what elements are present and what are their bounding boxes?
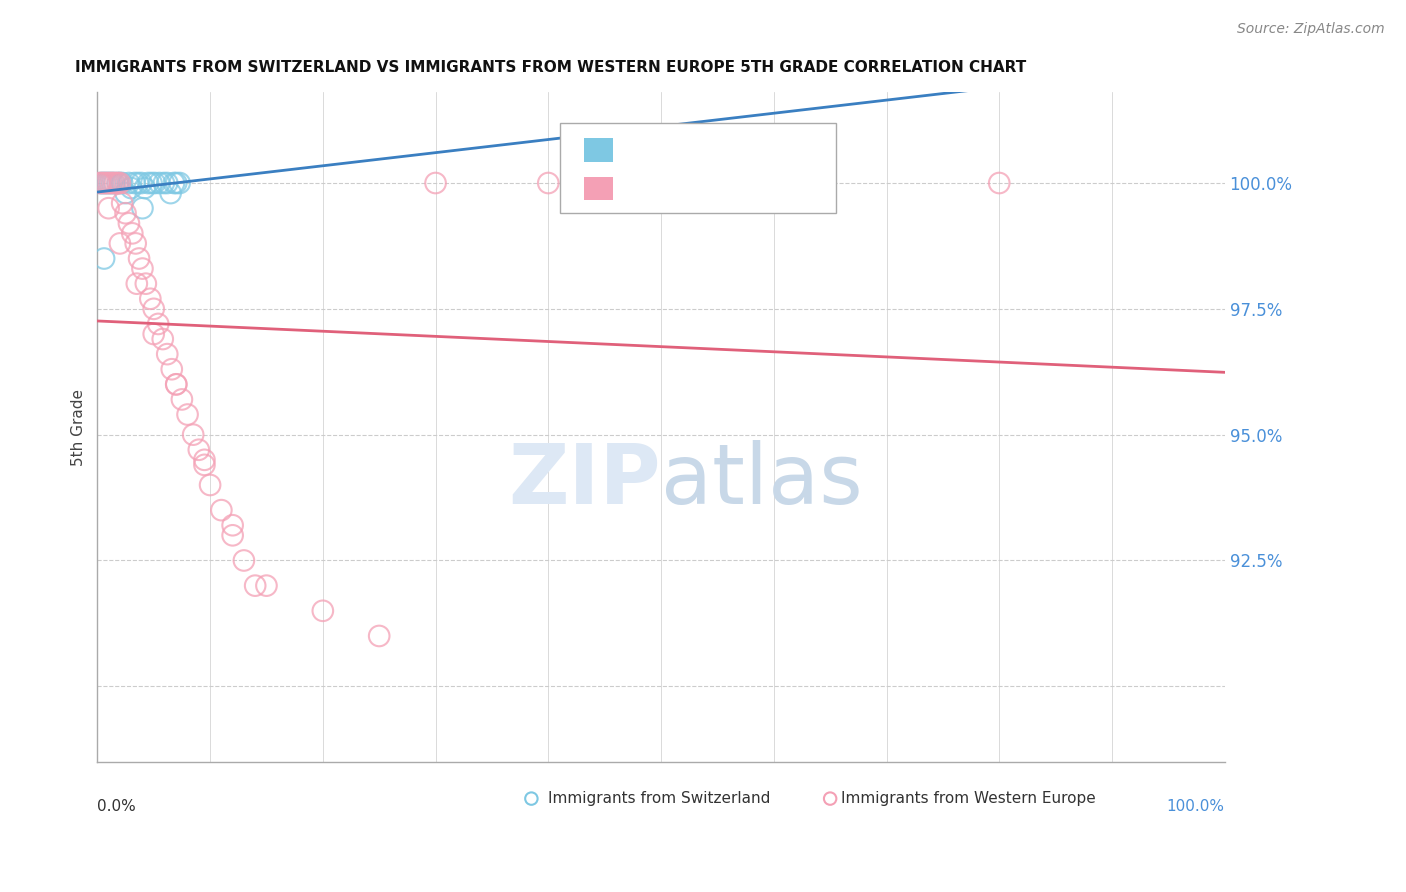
Point bbox=[107, 176, 129, 190]
Point bbox=[97, 201, 120, 215]
Point bbox=[198, 478, 221, 492]
Point bbox=[131, 261, 153, 276]
Text: R = 0.375   N = 29: R = 0.375 N = 29 bbox=[624, 142, 780, 160]
FancyBboxPatch shape bbox=[585, 177, 613, 200]
Point bbox=[89, 176, 111, 190]
Point bbox=[187, 442, 209, 457]
Point bbox=[118, 176, 141, 190]
Point bbox=[128, 252, 150, 266]
Point bbox=[134, 181, 156, 195]
Point bbox=[152, 332, 174, 346]
Point bbox=[127, 176, 149, 190]
Text: Immigrants from Switzerland: Immigrants from Switzerland bbox=[548, 791, 770, 806]
Point bbox=[368, 629, 391, 643]
Point bbox=[425, 176, 447, 190]
Point bbox=[96, 176, 118, 190]
Point bbox=[100, 176, 122, 190]
Point bbox=[93, 176, 115, 190]
Point bbox=[153, 176, 176, 190]
Point bbox=[221, 518, 243, 533]
Point bbox=[159, 186, 181, 200]
Point bbox=[107, 176, 129, 190]
Point bbox=[104, 176, 127, 190]
Text: ZIP: ZIP bbox=[509, 440, 661, 521]
Point bbox=[312, 604, 335, 618]
Point bbox=[148, 317, 170, 331]
Point bbox=[90, 176, 112, 190]
Text: 0.0%: 0.0% bbox=[97, 798, 136, 814]
Point bbox=[165, 377, 187, 392]
Point bbox=[221, 528, 243, 542]
Point bbox=[90, 176, 112, 190]
Point bbox=[91, 176, 114, 190]
Text: atlas: atlas bbox=[661, 440, 863, 521]
Point bbox=[181, 427, 204, 442]
Point bbox=[193, 458, 215, 472]
Text: 100.0%: 100.0% bbox=[1167, 798, 1225, 814]
Point bbox=[121, 227, 143, 241]
FancyBboxPatch shape bbox=[560, 122, 835, 213]
Point bbox=[96, 176, 118, 190]
Point bbox=[142, 326, 165, 341]
Point bbox=[98, 176, 121, 190]
Point bbox=[114, 206, 136, 220]
Point bbox=[156, 347, 179, 361]
Point bbox=[256, 579, 278, 593]
Point bbox=[124, 176, 146, 190]
Point bbox=[160, 362, 183, 376]
Point bbox=[141, 176, 163, 190]
Point bbox=[165, 377, 187, 392]
Point bbox=[108, 236, 131, 251]
Point bbox=[988, 176, 1011, 190]
Y-axis label: 5th Grade: 5th Grade bbox=[72, 389, 86, 466]
Point bbox=[232, 553, 254, 567]
Point bbox=[111, 176, 134, 190]
Point bbox=[537, 176, 560, 190]
Point bbox=[101, 176, 124, 190]
Point bbox=[143, 176, 166, 190]
Point bbox=[176, 408, 198, 422]
Text: Immigrants from Western Europe: Immigrants from Western Europe bbox=[841, 791, 1097, 806]
Point bbox=[169, 176, 191, 190]
Point bbox=[120, 181, 142, 195]
Text: R = 0.460   N = 49: R = 0.460 N = 49 bbox=[624, 180, 780, 198]
Point bbox=[139, 292, 162, 306]
Point bbox=[131, 201, 153, 215]
Point bbox=[131, 176, 153, 190]
Point bbox=[125, 277, 148, 291]
Point bbox=[108, 176, 131, 190]
Point bbox=[148, 176, 170, 190]
Point bbox=[111, 196, 134, 211]
FancyBboxPatch shape bbox=[585, 138, 613, 161]
Point bbox=[163, 176, 186, 190]
Point bbox=[165, 176, 187, 190]
Point bbox=[209, 503, 232, 517]
Point bbox=[135, 277, 157, 291]
Text: Source: ZipAtlas.com: Source: ZipAtlas.com bbox=[1237, 22, 1385, 37]
Point bbox=[762, 176, 785, 190]
Point bbox=[101, 176, 124, 190]
Point bbox=[108, 176, 131, 190]
Point bbox=[103, 176, 125, 190]
Point bbox=[156, 176, 179, 190]
Point bbox=[94, 176, 117, 190]
Point bbox=[97, 176, 120, 190]
Point bbox=[93, 252, 115, 266]
Point bbox=[136, 176, 159, 190]
Text: IMMIGRANTS FROM SWITZERLAND VS IMMIGRANTS FROM WESTERN EUROPE 5TH GRADE CORRELAT: IMMIGRANTS FROM SWITZERLAND VS IMMIGRANT… bbox=[75, 60, 1026, 75]
Point bbox=[125, 236, 148, 251]
Point bbox=[193, 452, 215, 467]
Point bbox=[118, 216, 141, 230]
Point bbox=[170, 392, 193, 407]
Point bbox=[243, 579, 266, 593]
Point bbox=[114, 186, 136, 200]
Point bbox=[142, 301, 165, 316]
